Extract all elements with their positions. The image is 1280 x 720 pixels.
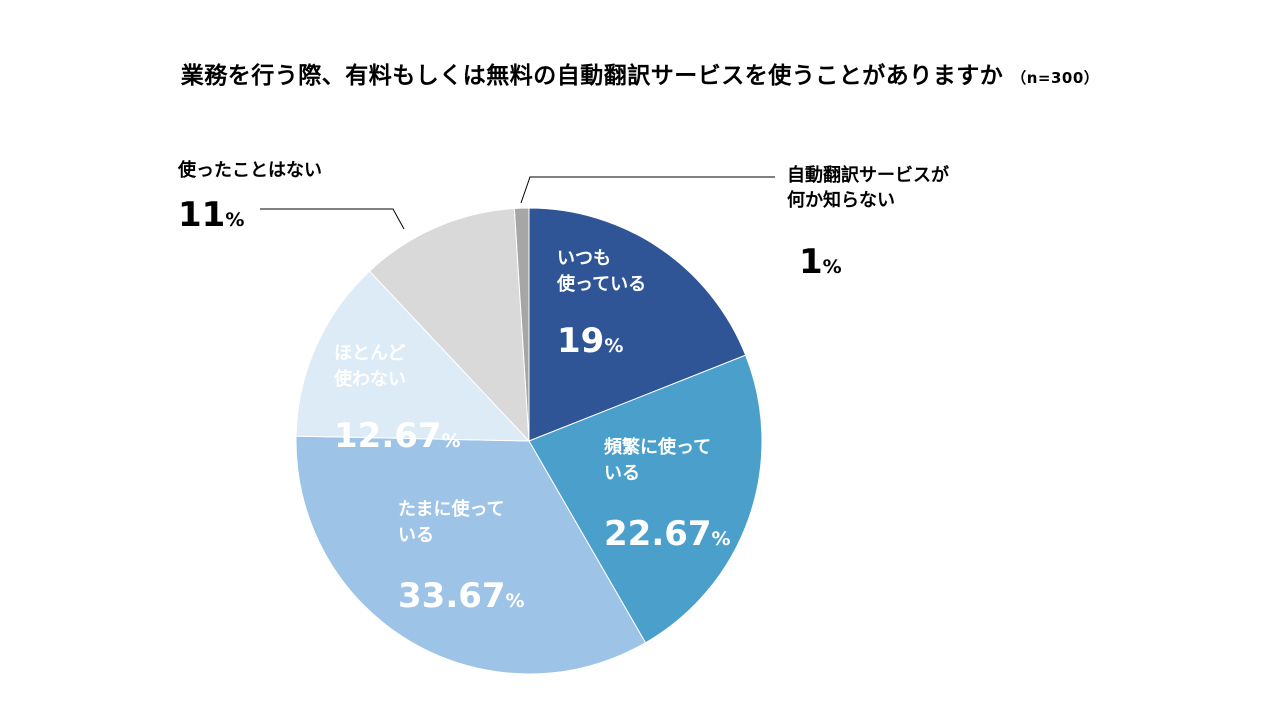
slice-label-line: 自動翻訳サービスが (787, 164, 949, 186)
slice-label-line: ほとんど (334, 343, 405, 364)
slice-label-line: 何か知らない (787, 189, 895, 211)
slice-value-label: 12.67% (334, 416, 461, 456)
slice-labels: いつも使っている19%頻繁に使っている22.67%たまに使っている33.67%ほ… (177, 160, 949, 616)
slice-label-4: 使ったことはない 11% (177, 160, 322, 235)
pie-slices (295, 207, 763, 675)
leader-line-4 (260, 208, 405, 230)
pie-slice-0 (528, 207, 747, 442)
slice-label-line: たまに使って (398, 499, 505, 520)
slice-value-label: 33.67% (398, 576, 525, 616)
slice-label-line: いる (398, 525, 434, 546)
slice-label-line: いつも (557, 248, 611, 269)
pie-slice-4 (368, 207, 530, 443)
slice-label-line: 頻繁に使って (604, 436, 711, 458)
slice-value-label: 1% (799, 242, 842, 282)
chart-title-text: 業務を行う際、有料もしくは無料の自動翻訳サービスを使うことがありますか (180, 63, 1004, 89)
slice-label-line: 使ったことはない (177, 160, 322, 181)
slice-label-line: いる (604, 463, 640, 484)
slice-label-line: 使わない (333, 369, 406, 390)
slice-value-label: 22.67% (604, 514, 731, 554)
pie-slice-1 (528, 354, 763, 644)
leader-lines (260, 176, 775, 230)
slice-label-line: 使っている (556, 274, 646, 295)
pie-slice-5 (513, 207, 530, 442)
pie-slice-3 (295, 270, 531, 442)
pie-slice-2 (295, 435, 647, 675)
slice-value-label: 11% (178, 195, 244, 235)
sample-size-note: （n=300） (1011, 69, 1100, 87)
chart-title: 業務を行う際、有料もしくは無料の自動翻訳サービスを使うことがありますか （n=30… (0, 56, 1280, 90)
leader-line-5 (520, 176, 775, 204)
slice-value-label: 19% (557, 321, 623, 361)
